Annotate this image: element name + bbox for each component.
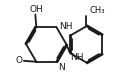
Text: CH₃: CH₃ [89, 6, 105, 15]
Text: N: N [58, 63, 65, 72]
Text: NH: NH [71, 53, 84, 62]
Text: OH: OH [29, 5, 43, 14]
Text: NH: NH [59, 22, 73, 31]
Text: O: O [16, 56, 23, 65]
